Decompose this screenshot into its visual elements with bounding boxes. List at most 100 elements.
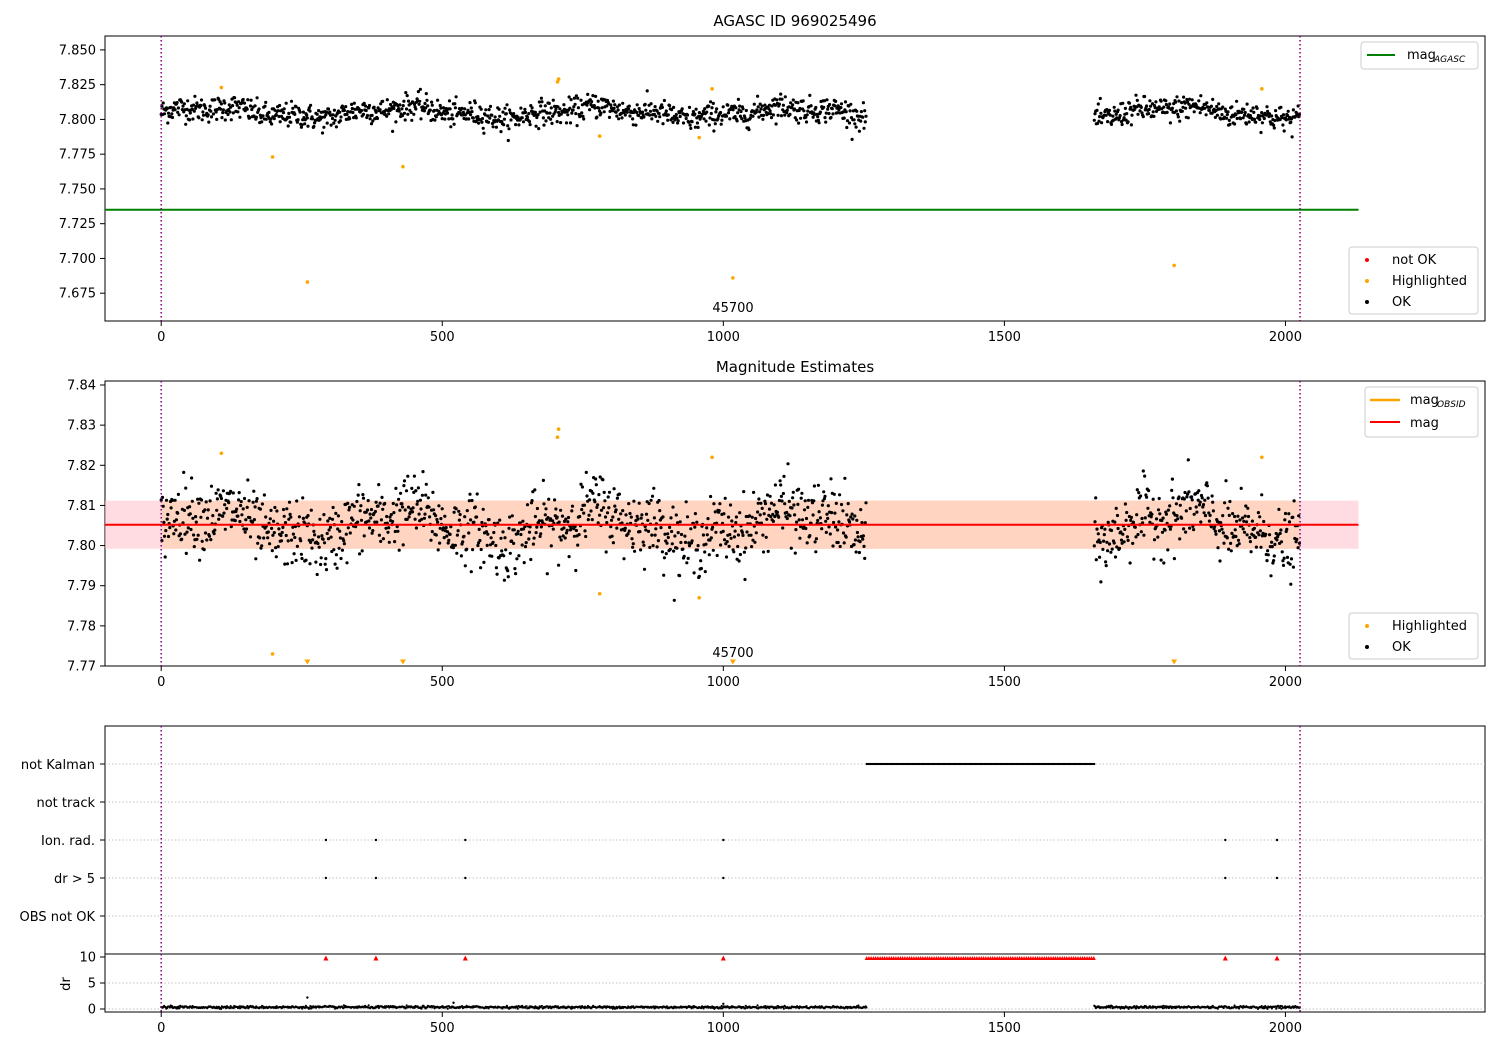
ok-point — [657, 498, 661, 503]
ok-point — [822, 99, 827, 103]
ok-point — [534, 124, 538, 128]
ok-point — [432, 108, 436, 113]
ok-point — [824, 530, 828, 535]
ok-point — [1270, 545, 1274, 549]
ok-point — [473, 505, 477, 509]
ok-point — [214, 491, 218, 495]
ok-point — [779, 114, 784, 118]
ok-point — [633, 549, 637, 553]
ok-point — [479, 547, 483, 552]
ok-point — [516, 532, 520, 536]
ok-point — [580, 111, 584, 115]
ok-point — [628, 511, 632, 516]
ok-point — [359, 504, 363, 508]
ok-point — [1255, 106, 1259, 110]
ok-point — [1139, 530, 1143, 534]
ok-point — [198, 558, 202, 562]
ok-point — [347, 508, 351, 512]
ok-point — [596, 503, 600, 507]
ok-point — [1262, 519, 1266, 524]
ok-point — [297, 515, 301, 519]
ok-point — [1158, 512, 1162, 516]
ok-point — [779, 92, 783, 96]
ok-point — [206, 113, 210, 117]
ok-point — [381, 537, 385, 541]
ok-point — [701, 109, 706, 113]
ok-point — [619, 111, 624, 115]
ok-point — [324, 557, 328, 561]
ok-point — [503, 106, 507, 110]
ok-point — [800, 491, 804, 495]
ok-point — [822, 490, 826, 494]
ok-point — [634, 123, 638, 127]
ok-point — [817, 510, 821, 514]
ok-point — [679, 540, 683, 545]
ok-point — [1240, 110, 1244, 114]
ok-point — [522, 561, 526, 565]
ok-point — [796, 101, 800, 105]
ok-point — [785, 510, 789, 515]
ok-point — [1245, 533, 1249, 537]
ok-point — [207, 534, 212, 538]
ok-point — [1272, 559, 1276, 563]
ok-point — [574, 568, 578, 573]
ok-point — [209, 484, 214, 488]
agasc-axis-ticks: 0 500 1000 1500 20007.8507.8257.8007.7757.75… — [59, 43, 1302, 345]
ok-point — [1135, 488, 1139, 492]
ok-point — [438, 526, 442, 530]
ok-point — [827, 525, 831, 529]
ok-point — [223, 503, 227, 507]
ok-point — [444, 526, 448, 530]
ok-point — [203, 508, 207, 512]
ok-point — [612, 106, 616, 110]
dr-outlier — [722, 1002, 725, 1005]
ok-point — [175, 101, 179, 105]
ok-point — [1242, 113, 1247, 117]
ok-point — [664, 109, 668, 113]
ok-point — [621, 101, 625, 105]
ok-point — [309, 103, 313, 107]
ok-point — [243, 530, 247, 534]
ok-point — [401, 543, 405, 547]
ok-point — [350, 106, 354, 111]
ok-point — [668, 525, 672, 530]
ok-point — [808, 534, 812, 538]
ok-point — [1130, 113, 1134, 117]
ok-point — [833, 104, 837, 108]
ok-point — [505, 103, 509, 107]
ok-point — [1254, 545, 1258, 549]
ok-point — [458, 512, 462, 517]
ok-point — [192, 109, 196, 113]
ok-point — [276, 109, 280, 113]
ok-point — [855, 109, 859, 113]
ok-point — [240, 101, 244, 105]
ok-point — [1094, 558, 1098, 562]
ok-point — [184, 122, 188, 126]
ok-point — [1204, 113, 1208, 117]
ok-point — [506, 575, 510, 579]
ok-point — [1283, 511, 1288, 516]
ok-point — [211, 514, 215, 518]
ok-point — [1201, 503, 1206, 507]
ok-point — [1180, 109, 1184, 113]
ok-point — [1211, 509, 1215, 513]
ok-point — [617, 117, 621, 121]
ok-point — [215, 508, 219, 512]
ok-point — [818, 516, 823, 520]
ok-point — [447, 117, 451, 121]
ok-point — [354, 116, 358, 120]
x-tick-label: 1500 — [988, 330, 1021, 345]
ok-point — [1197, 503, 1202, 507]
ok-point — [260, 544, 264, 548]
ok-point — [460, 106, 464, 110]
ok-point — [763, 502, 768, 506]
ok-point — [269, 508, 273, 512]
ok-point — [1220, 527, 1224, 531]
ok-point — [1152, 114, 1156, 118]
ok-point — [791, 490, 795, 494]
ok-point — [725, 540, 729, 544]
ok-point — [656, 539, 661, 543]
ok-point — [420, 493, 424, 497]
ok-point — [1177, 99, 1181, 103]
ok-point — [482, 560, 486, 565]
